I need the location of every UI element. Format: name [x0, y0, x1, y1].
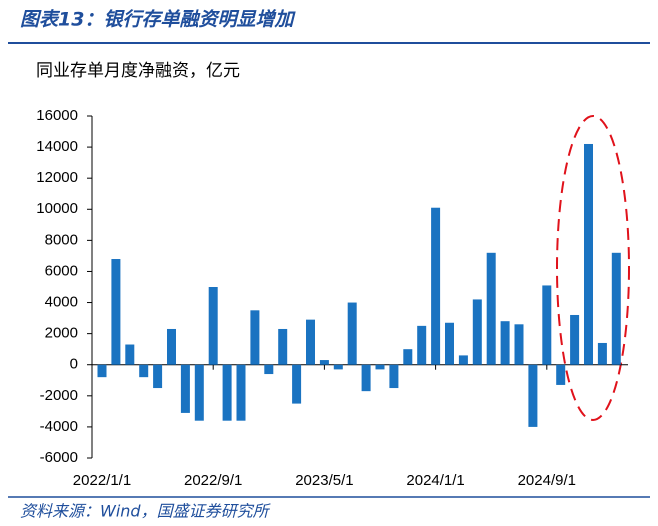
- y-tick-label: -6000: [40, 449, 78, 466]
- bar: [570, 314, 580, 365]
- bar: [514, 324, 524, 365]
- y-tick-label: -2000: [40, 387, 78, 404]
- source-note: 资料来源：Wind，国盛证券研究所: [20, 502, 272, 521]
- bar: [417, 325, 427, 365]
- bar: [111, 259, 121, 365]
- bar: [556, 364, 566, 385]
- bar: [445, 322, 454, 365]
- bar: [278, 328, 288, 365]
- chart-title: 图表13：银行存单融资明显增加: [20, 9, 296, 31]
- bar: [361, 364, 371, 392]
- bar: [472, 299, 482, 365]
- bar: [528, 364, 538, 427]
- y-tick-label: 10000: [36, 200, 78, 217]
- bar: [236, 364, 246, 421]
- bar: [250, 310, 260, 365]
- y-tick-label: -4000: [40, 418, 78, 435]
- bar: [403, 349, 413, 365]
- bar: [375, 364, 385, 370]
- bar: [542, 285, 552, 365]
- bar: [431, 207, 441, 365]
- bar: [458, 355, 468, 365]
- bar: [500, 321, 510, 365]
- y-tick-label: 16000: [36, 107, 78, 124]
- y-tick-label: 4000: [45, 294, 78, 311]
- bar: [319, 360, 329, 365]
- y-tick-label: 12000: [36, 169, 78, 186]
- x-tick-label: 2023/5/1: [295, 472, 353, 489]
- y-tick-label: 8000: [45, 231, 78, 248]
- bar: [180, 364, 190, 413]
- bar: [194, 364, 204, 421]
- bar: [167, 328, 176, 365]
- highlight-ellipse: [556, 115, 630, 421]
- chart-subtitle: 同业存单月度净融资，亿元: [36, 61, 240, 81]
- bar: [292, 364, 302, 404]
- x-tick-label: 2022/9/1: [184, 472, 242, 489]
- y-tick-label: 14000: [36, 138, 78, 155]
- y-tick-label: 6000: [45, 262, 78, 279]
- bar: [222, 364, 232, 421]
- bar: [389, 364, 399, 389]
- bar: [333, 364, 343, 370]
- x-tick-label: 2022/1/1: [73, 472, 131, 489]
- bar: [125, 344, 135, 365]
- bar: [97, 364, 107, 378]
- x-tick-label: 2024/1/1: [406, 472, 464, 489]
- bar: [153, 364, 163, 389]
- y-tick-label: 0: [70, 356, 78, 373]
- bar: [208, 287, 218, 365]
- bar: [584, 143, 593, 365]
- bar: [597, 342, 607, 365]
- bar: [306, 319, 315, 365]
- bar: [264, 364, 274, 375]
- y-tick-label: 2000: [45, 325, 78, 342]
- bar: [611, 252, 621, 365]
- bar: [486, 252, 496, 365]
- x-tick-label: 2024/9/1: [518, 472, 576, 489]
- bar: [139, 364, 149, 378]
- bar: [347, 302, 357, 365]
